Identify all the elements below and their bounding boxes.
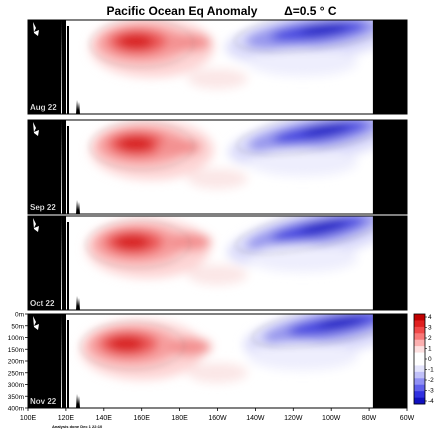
panel-month-label: Sep 22 <box>30 203 56 212</box>
x-tick-label: 140W <box>246 415 265 422</box>
land-mask-east <box>372 20 407 114</box>
y-tick-label: 200m <box>8 359 24 366</box>
x-tick-label: 160E <box>134 415 151 422</box>
x-tick-label: 80W <box>362 415 377 422</box>
x-tick-label: 60W <box>400 415 415 422</box>
chart-title: Pacific Ocean Eq Anomaly Δ=0.5 ° C <box>106 4 337 18</box>
x-tick-label: 120W <box>284 415 303 422</box>
colorbar-swatch <box>414 371 425 379</box>
anomaly-panel: Nov 22 <box>27 313 408 409</box>
colorbar-tick-label: -1 <box>428 367 434 374</box>
colorbar-swatch <box>414 378 425 386</box>
y-tick-label: 350m <box>8 394 24 401</box>
analysis-footnote: Analysis done Dec 1 22:10 <box>52 424 103 429</box>
colorbar-tick-label: -4 <box>428 398 434 405</box>
land-mask-east <box>372 314 407 408</box>
land-mask-west <box>28 314 62 408</box>
land-mask-east <box>372 120 407 214</box>
x-tick-label: 160W <box>208 415 227 422</box>
y-tick-label: 0m <box>15 312 24 319</box>
colorbar-swatch <box>414 333 425 341</box>
colorbar-tick-label: 1 <box>428 346 432 353</box>
colorbar-tick-label: 2 <box>428 335 432 342</box>
y-tick-label: 100m <box>8 335 24 342</box>
y-tick-label: 400m <box>8 406 24 413</box>
panel-frame <box>27 19 408 115</box>
land-mask-west <box>28 120 62 214</box>
land-mask-west <box>28 216 62 310</box>
x-tick-label: 100E <box>20 415 37 422</box>
panel-month-label: Oct 22 <box>30 299 55 308</box>
x-tick-label: 100W <box>322 415 341 422</box>
x-tick-label: 180E <box>171 415 188 422</box>
anomaly-field <box>89 120 403 189</box>
colorbar-swatch <box>414 365 425 373</box>
panel-month-label: Aug 22 <box>30 103 57 112</box>
y-tick-label: 250m <box>8 370 24 377</box>
y-tick-label: 150m <box>8 347 24 354</box>
colorbar-tick-label: 3 <box>428 325 432 332</box>
panel-frame <box>27 215 408 311</box>
colorbar-swatch <box>414 326 425 334</box>
colorbar-swatch <box>414 359 425 366</box>
colorbar-tick-label: 0 <box>428 356 432 363</box>
colorbar-swatch <box>414 352 425 360</box>
colorbar-swatch <box>414 320 425 328</box>
anomaly-panel: Aug 22 <box>27 19 408 115</box>
panel-frame <box>27 119 408 215</box>
colorbar-tick-label: -3 <box>428 388 434 395</box>
anomaly-field <box>89 20 401 89</box>
colorbar-swatch <box>414 397 425 405</box>
colorbar-tick-label: -2 <box>428 377 434 384</box>
colorbar-swatch <box>414 391 425 398</box>
colorbar-swatch <box>414 339 425 347</box>
y-tick-label: 300m <box>8 382 24 389</box>
panel-month-label: Nov 22 <box>30 397 57 406</box>
colorbar-swatch <box>414 384 425 392</box>
colorbar-swatch <box>414 346 425 353</box>
anomaly-panel: Sep 22 <box>27 119 408 215</box>
y-tick-label: 50m <box>11 323 24 330</box>
x-tick-label: 120E <box>58 415 75 422</box>
land-mask-east <box>372 216 407 310</box>
x-tick-label: 140E <box>96 415 113 422</box>
colorbar-tick-label: 4 <box>428 314 432 321</box>
anomaly-field <box>85 216 400 285</box>
anomaly-panel: Oct 22 <box>27 215 408 311</box>
land-mask-west <box>28 20 62 114</box>
colorbar-swatch <box>414 314 425 321</box>
